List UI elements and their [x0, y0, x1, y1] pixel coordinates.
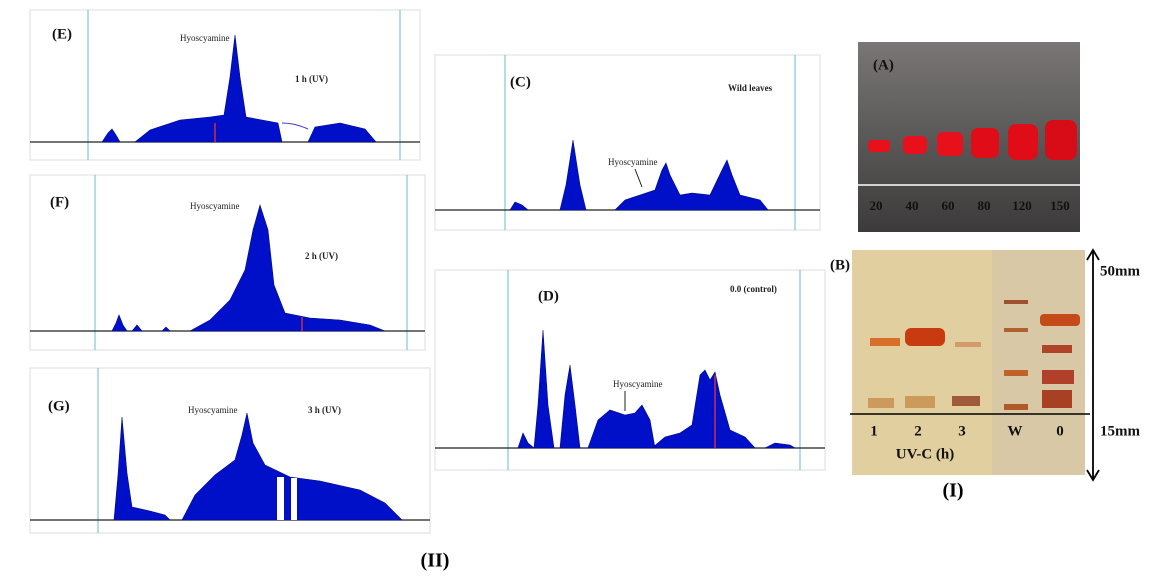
panel-label: (F)	[50, 194, 69, 210]
condition: Wild leaves	[728, 83, 773, 93]
frame	[434, 54, 821, 231]
band	[905, 396, 935, 408]
tlc-b: (B) 1 2 3 W 0 UV-C (h) 50mm 15mm	[830, 248, 1140, 482]
panel-label: (B)	[830, 257, 850, 273]
spot	[937, 132, 963, 156]
peak-area	[111, 203, 386, 332]
band	[952, 396, 980, 406]
photo	[992, 250, 1085, 475]
frame	[29, 9, 421, 161]
part-label: (I)	[942, 480, 963, 502]
peak-area	[101, 34, 377, 143]
spot	[903, 136, 927, 154]
band	[1004, 370, 1028, 376]
photo	[852, 250, 992, 475]
spot	[1045, 120, 1077, 160]
band	[868, 398, 894, 408]
lane-label: 80	[978, 198, 991, 213]
chromatogram-f: (F) Hyoscyamine 2 h (UV)	[29, 174, 426, 351]
gap	[277, 477, 284, 520]
peak-area	[517, 329, 797, 449]
panel-label: (D)	[538, 288, 559, 304]
peak-label: Hyoscyamine	[180, 33, 230, 43]
peak-label: Hyoscyamine	[188, 405, 238, 415]
band	[870, 338, 900, 346]
frame	[29, 174, 426, 351]
peak-label: Hyoscyamine	[190, 201, 240, 211]
peak-label: Hyoscyamine	[608, 157, 658, 167]
frame	[29, 367, 431, 534]
lane-label: 2	[914, 423, 922, 439]
panel-label: (G)	[48, 398, 70, 414]
tlc-a: (A) 20 40 60 80 120 150	[858, 42, 1080, 232]
spot	[971, 128, 999, 158]
arrow	[634, 168, 643, 188]
plateau	[281, 122, 309, 130]
lane-label: W	[1008, 423, 1023, 439]
spot	[1008, 124, 1038, 160]
panel-label: (E)	[52, 26, 72, 42]
peak-area	[509, 139, 769, 211]
band	[905, 328, 945, 346]
band	[1004, 300, 1028, 304]
lane-label: 120	[1012, 198, 1032, 213]
band	[1042, 345, 1072, 353]
lane-label: 60	[942, 198, 955, 213]
spot	[868, 140, 890, 152]
lane-label: 40	[906, 198, 919, 213]
chromatogram-g: (G) Hyoscyamine 3 h (UV)	[29, 367, 431, 534]
lane-label: 3	[958, 423, 966, 439]
axis-label: UV-C (h)	[896, 446, 954, 462]
scale-label: 15mm	[1100, 423, 1140, 439]
band	[1042, 390, 1072, 408]
band	[1004, 328, 1028, 332]
part-label: (II)	[421, 550, 450, 572]
lane-label: 1	[870, 423, 878, 439]
chromatogram-d: (D) 0.0 (control) Hyoscyamine	[434, 269, 826, 471]
lane-label: 150	[1050, 198, 1070, 213]
band	[1004, 404, 1028, 410]
band	[1040, 314, 1080, 326]
scale-label: 50mm	[1100, 263, 1140, 279]
band	[955, 342, 981, 347]
frame	[434, 269, 826, 471]
gap	[291, 478, 297, 520]
condition: 2 h (UV)	[305, 251, 338, 261]
condition: 3 h (UV)	[308, 405, 341, 415]
photo	[858, 42, 1080, 232]
chromatogram-c: (C) Wild leaves Hyoscyamine	[434, 54, 821, 231]
peak-label: Hyoscyamine	[613, 379, 663, 389]
panel-label: (A)	[873, 57, 894, 73]
condition: 0.0 (control)	[730, 284, 777, 294]
condition: 1 h (UV)	[295, 74, 328, 84]
lane-label: 0	[1056, 423, 1064, 439]
band	[1042, 370, 1074, 384]
arrow-head	[1086, 248, 1100, 482]
panel-label: (C)	[510, 74, 531, 90]
chromatogram-e: (E) Hyoscyamine 1 h (UV)	[29, 9, 421, 161]
peak-area	[113, 412, 403, 521]
lane-label: 20	[870, 198, 883, 213]
